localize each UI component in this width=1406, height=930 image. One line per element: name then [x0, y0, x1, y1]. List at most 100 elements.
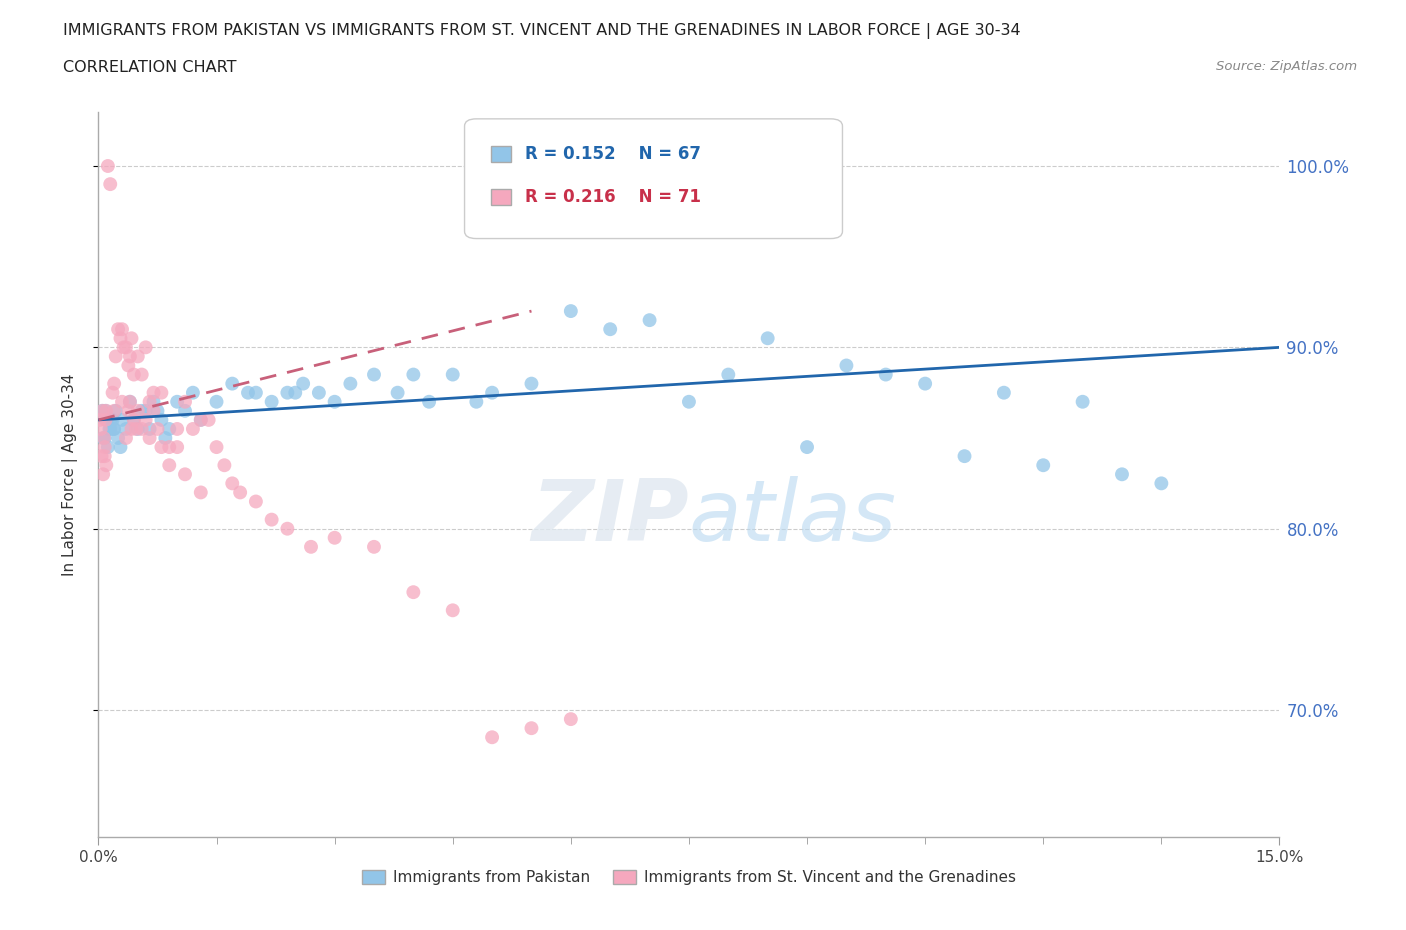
- Point: [135, 340, 157, 355]
- Point: [236, 385, 259, 400]
- Point: [93, 431, 115, 445]
- Point: [125, 421, 148, 436]
- Point: [142, 404, 165, 418]
- Point: [111, 413, 134, 428]
- Point: [100, 413, 122, 428]
- Point: [481, 730, 503, 745]
- Point: [363, 367, 385, 382]
- Point: [89, 413, 111, 428]
- Point: [1111, 467, 1133, 482]
- Point: [138, 431, 160, 445]
- Point: [91, 467, 114, 482]
- Point: [98, 421, 121, 436]
- Point: [91, 404, 114, 418]
- Point: [205, 394, 228, 409]
- Point: [308, 385, 330, 400]
- Point: [796, 440, 818, 455]
- Point: [174, 404, 197, 418]
- Point: [190, 413, 212, 428]
- Point: [115, 421, 138, 436]
- Point: [197, 413, 219, 428]
- Point: [101, 385, 124, 400]
- Point: [150, 385, 173, 400]
- Point: [284, 385, 307, 400]
- Point: [181, 421, 204, 436]
- Point: [135, 404, 157, 418]
- Point: [117, 358, 139, 373]
- Point: [993, 385, 1015, 400]
- Point: [103, 421, 125, 436]
- Point: [190, 413, 212, 428]
- Point: [117, 404, 139, 418]
- FancyBboxPatch shape: [491, 189, 512, 206]
- Point: [1071, 394, 1094, 409]
- Point: [107, 431, 129, 445]
- Point: [229, 485, 252, 500]
- Point: [402, 585, 425, 600]
- Point: [127, 421, 149, 436]
- Point: [190, 485, 212, 500]
- Point: [953, 449, 976, 464]
- Point: [104, 404, 127, 418]
- Point: [146, 421, 169, 436]
- Text: ZIP: ZIP: [531, 476, 689, 559]
- Point: [110, 331, 132, 346]
- Point: [875, 367, 897, 382]
- Point: [260, 394, 283, 409]
- Point: [146, 404, 169, 418]
- Point: [166, 421, 188, 436]
- Point: [441, 603, 464, 618]
- Point: [560, 711, 582, 726]
- Point: [135, 413, 157, 428]
- Point: [174, 467, 197, 482]
- Point: [131, 367, 153, 382]
- Point: [115, 340, 138, 355]
- Point: [93, 449, 115, 464]
- Point: [98, 177, 121, 192]
- Point: [339, 377, 361, 392]
- Point: [142, 385, 165, 400]
- Point: [221, 476, 243, 491]
- Point: [98, 421, 121, 436]
- Point: [245, 494, 267, 509]
- Text: CORRELATION CHART: CORRELATION CHART: [63, 60, 236, 75]
- Point: [115, 431, 138, 445]
- Point: [122, 413, 145, 428]
- Point: [111, 394, 134, 409]
- Point: [91, 404, 114, 418]
- Text: R = 0.152    N = 67: R = 0.152 N = 67: [526, 145, 702, 163]
- Point: [96, 413, 118, 428]
- Point: [94, 404, 117, 418]
- Point: [157, 440, 180, 455]
- Point: [560, 304, 582, 319]
- Point: [127, 349, 149, 364]
- Point: [678, 394, 700, 409]
- Point: [94, 413, 117, 428]
- Point: [122, 413, 145, 428]
- Point: [1150, 476, 1173, 491]
- Text: Source: ZipAtlas.com: Source: ZipAtlas.com: [1216, 60, 1357, 73]
- Point: [107, 322, 129, 337]
- Point: [104, 349, 127, 364]
- Point: [387, 385, 409, 400]
- FancyBboxPatch shape: [464, 119, 842, 239]
- Text: R = 0.216    N = 71: R = 0.216 N = 71: [526, 188, 702, 206]
- Point: [138, 421, 160, 436]
- Point: [103, 377, 125, 392]
- Point: [157, 458, 180, 472]
- Text: IMMIGRANTS FROM PAKISTAN VS IMMIGRANTS FROM ST. VINCENT AND THE GRENADINES IN LA: IMMIGRANTS FROM PAKISTAN VS IMMIGRANTS F…: [63, 23, 1021, 39]
- Point: [90, 449, 112, 464]
- Point: [121, 331, 143, 346]
- Point: [276, 522, 298, 537]
- Point: [292, 377, 315, 392]
- Point: [276, 385, 298, 400]
- Point: [717, 367, 740, 382]
- Point: [520, 721, 543, 736]
- Point: [111, 322, 134, 337]
- Point: [465, 394, 488, 409]
- Point: [835, 358, 858, 373]
- Point: [157, 421, 180, 436]
- Point: [402, 367, 425, 382]
- Point: [142, 394, 165, 409]
- Point: [1032, 458, 1054, 472]
